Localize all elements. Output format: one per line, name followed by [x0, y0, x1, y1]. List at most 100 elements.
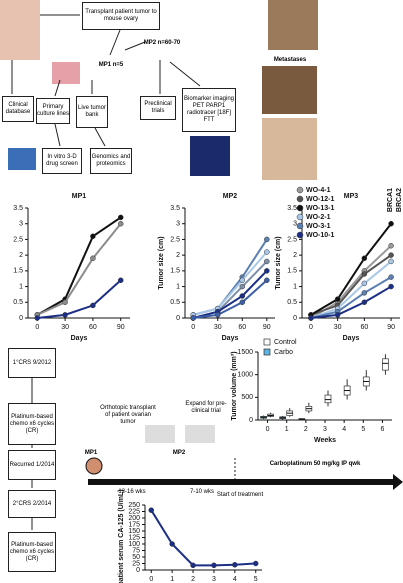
patient-image — [0, 0, 40, 60]
x-tick-label: 0 — [309, 324, 313, 331]
timeline-label: Orthotopic transplant of patient ovarian… — [100, 404, 156, 425]
timeline-label: Carboplatinum 50 mg/kg IP qwk — [269, 460, 361, 467]
x-tick-label: 3 — [323, 426, 327, 433]
timeline-label: MP1 — [84, 449, 98, 456]
annotation: BRCA2 — [396, 188, 403, 212]
legend-marker — [296, 186, 304, 194]
diagram-node: Metastases — [273, 56, 307, 63]
y-tick-label: 3.5 — [287, 205, 297, 212]
tumor-icon — [85, 457, 103, 475]
x-tick-label: 60 — [238, 324, 246, 331]
point — [388, 252, 394, 258]
diagram-node: Live tumor bank — [76, 96, 108, 128]
x-axis-label: Days — [222, 335, 239, 342]
point — [190, 315, 196, 321]
x-tick-label: 5 — [254, 576, 258, 583]
series-line — [192, 270, 268, 319]
y-tick-label: 1.5 — [13, 268, 23, 275]
y-tick-label: 0 — [136, 567, 140, 574]
y-tick-label: 3 — [293, 221, 297, 228]
series-line — [310, 223, 392, 316]
legend-marker — [296, 222, 304, 230]
point — [388, 283, 394, 290]
timeline-step: Recurred 1/2014 — [8, 450, 56, 480]
legend-marker — [296, 213, 304, 221]
y-tick-label: 1.5 — [170, 268, 180, 275]
point — [361, 271, 368, 277]
point — [388, 220, 394, 227]
point — [264, 258, 270, 265]
y-tick-label: 1.5 — [287, 268, 297, 275]
point — [169, 541, 175, 547]
legend-label: WO-13-1 — [306, 205, 335, 212]
y-axis-label: patient serum CA-125 (U/mL) — [118, 489, 125, 583]
timeline-label: MP2 — [172, 449, 186, 456]
x-axis-label: Weeks — [314, 437, 336, 444]
y-tick-label: 250 — [128, 502, 140, 509]
legend-marker — [296, 231, 304, 239]
x-tick-label: 6 — [380, 426, 384, 433]
diagram-node: MP2 n=60-70 — [143, 39, 181, 46]
point — [34, 315, 41, 321]
series-line — [310, 260, 392, 319]
y-axis-label: Tumor volume (mm³) — [231, 351, 238, 420]
point — [334, 296, 341, 302]
x-tick-label: 90 — [263, 324, 271, 331]
legend-marker — [263, 348, 271, 356]
point — [239, 283, 246, 290]
x-tick-label: 60 — [360, 324, 368, 331]
timeline-step: Platinum-based chemo x6 cycles (CR) — [8, 403, 56, 445]
arrows — [11, 14, 236, 530]
legend-label: WO-3-1 — [306, 223, 331, 230]
legend-label: Carbo — [274, 349, 293, 356]
point — [252, 560, 259, 567]
point — [264, 268, 270, 274]
legend-label: WO-4-1 — [306, 187, 331, 194]
series-line — [36, 216, 122, 316]
diagram-node: Primary culture lines — [36, 98, 70, 124]
tissue-image — [52, 62, 80, 84]
chart-title: MP1 — [72, 193, 87, 200]
y-tick-label: 0 — [19, 315, 23, 322]
series-line — [36, 223, 122, 316]
timeline-arrow — [393, 474, 403, 490]
y-tick-label: 2 — [19, 252, 23, 259]
point — [117, 220, 124, 227]
x-tick-label: 90 — [387, 324, 395, 331]
y-tick-label: 1500 — [237, 349, 253, 356]
x-tick-label: 3 — [212, 576, 216, 583]
x-tick-label: 1 — [170, 576, 174, 583]
x-tick-label: 0 — [35, 324, 39, 331]
legend-label: WO-12-1 — [306, 196, 335, 203]
box — [382, 358, 389, 371]
point — [211, 562, 217, 569]
point — [361, 280, 368, 287]
timeline-step: 1°CRS 9/2012 — [8, 348, 56, 378]
diagram-node: Preclinical trials — [140, 96, 176, 120]
point — [117, 214, 124, 221]
diagram-node: In vitro 3-D drug screen — [42, 148, 82, 174]
point — [361, 255, 368, 262]
point — [388, 274, 394, 280]
timeline-label: Expand for pre-clinical trial — [185, 401, 227, 414]
point — [117, 277, 124, 284]
y-tick-label: 50 — [132, 554, 140, 561]
point — [214, 312, 221, 318]
y-tick-label: 3 — [19, 221, 23, 228]
diagram-node: MP1 n=5 — [98, 61, 124, 68]
series-line — [192, 251, 268, 316]
x-tick-label: 1 — [285, 426, 289, 433]
legend-marker — [296, 204, 304, 212]
series-line — [193, 279, 268, 319]
point — [388, 258, 394, 265]
y-tick-label: 200 — [128, 515, 140, 522]
mouse-icon — [145, 425, 175, 443]
diagram-node: Transplant patient tumor to mouse ovary — [82, 2, 160, 30]
x-tick-label: 30 — [214, 324, 222, 331]
y-tick-label: 2 — [176, 252, 180, 259]
y-tick-label: 0.5 — [13, 299, 23, 306]
point — [148, 507, 155, 513]
y-tick-label: 100 — [128, 541, 140, 548]
timeline-bar — [88, 479, 393, 485]
chart-title: MP3 — [344, 193, 359, 200]
